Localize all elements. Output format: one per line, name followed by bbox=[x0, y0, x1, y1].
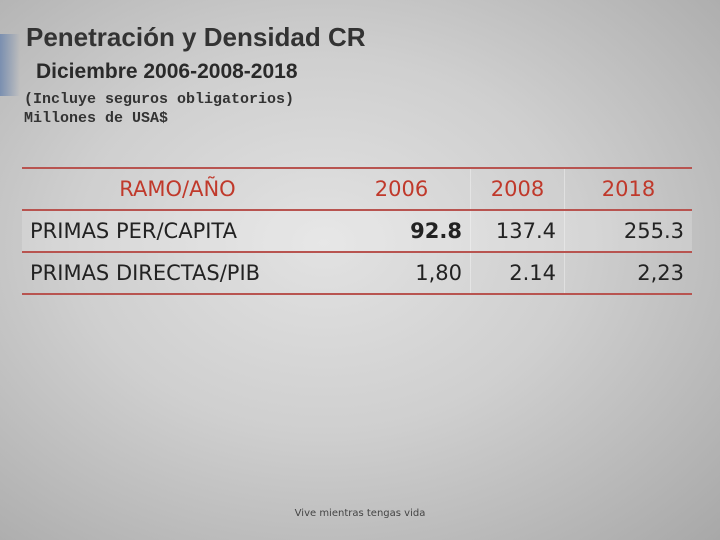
row-label: PRIMAS PER/CAPITA bbox=[22, 209, 333, 252]
column-header: 2018 bbox=[564, 167, 692, 211]
column-header: 2006 bbox=[333, 167, 471, 211]
cell: 2.14 bbox=[470, 251, 565, 295]
cell: 92.8 bbox=[333, 209, 471, 252]
title: Penetración y Densidad CR bbox=[26, 22, 366, 52]
column-header: RAMO/AÑO bbox=[22, 167, 333, 211]
row-label: PRIMAS DIRECTAS/PIB bbox=[22, 251, 333, 295]
cell: 255.3 bbox=[564, 209, 692, 252]
cell: 137.4 bbox=[470, 209, 565, 252]
column-header: 2008 bbox=[470, 167, 565, 211]
subtitle: Diciembre 2006-2008-2018 bbox=[36, 60, 298, 83]
data-table: RAMO/AÑO 2006 2008 2018 PRIMAS PER/CAPIT… bbox=[22, 167, 692, 295]
note: Millones de USA$ bbox=[24, 110, 169, 127]
footer: Vive mientras tengas vida bbox=[294, 508, 426, 519]
note: (Incluye seguros obligatorios) bbox=[24, 91, 295, 108]
accent-bar bbox=[0, 34, 20, 96]
header-row: RAMO/AÑO 2006 2008 2018 bbox=[22, 167, 692, 211]
cell: 1,80 bbox=[333, 251, 471, 295]
cell: 2,23 bbox=[564, 251, 692, 295]
table-row: PRIMAS PER/CAPITA 92.8 137.4 255.3 bbox=[22, 209, 692, 252]
table-row: PRIMAS DIRECTAS/PIB 1,80 2.14 2,23 bbox=[22, 251, 692, 295]
